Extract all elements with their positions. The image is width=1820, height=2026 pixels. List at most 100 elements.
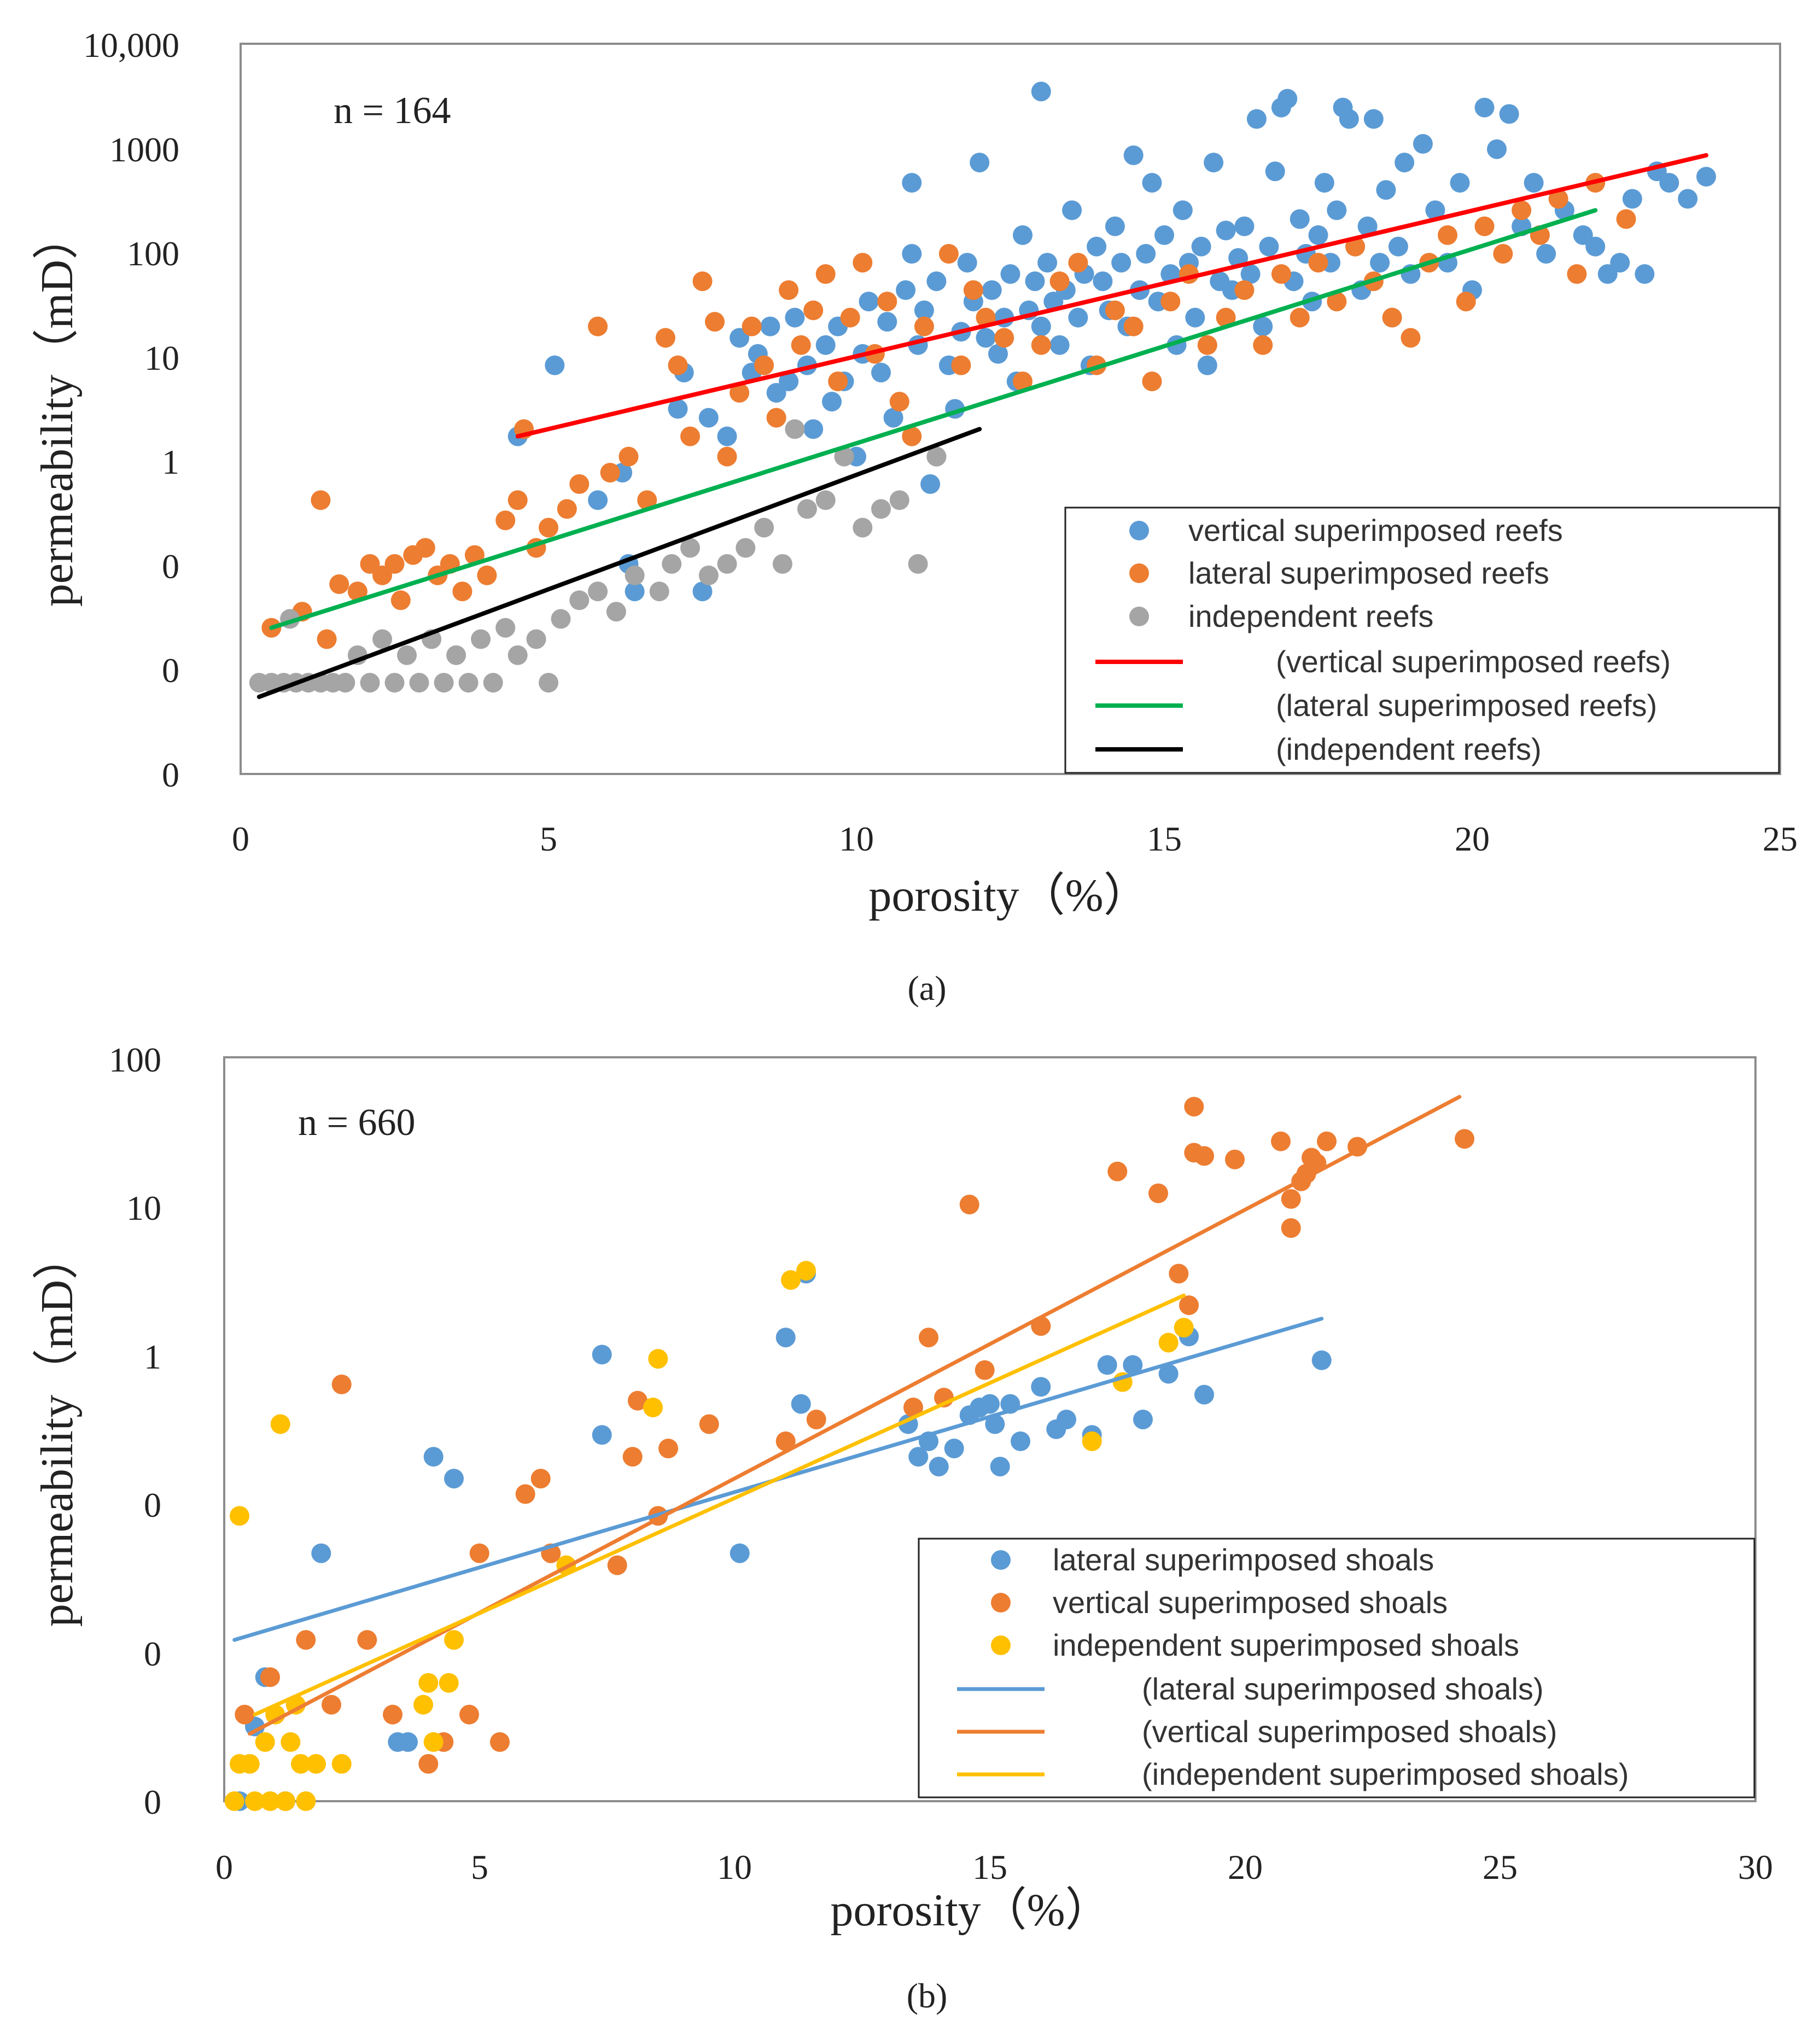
panel-b-point-series-1 xyxy=(1169,1264,1189,1284)
panel-b-point-series-1 xyxy=(1194,1146,1214,1166)
panel-a-point-series-2 xyxy=(834,446,854,467)
panel-a-legend-label-independent: independent reefs xyxy=(1188,599,1433,633)
panel-b-point-series-1 xyxy=(490,1732,510,1752)
panel-a-trendline-0 xyxy=(515,153,1708,439)
panel-a-point-series-1 xyxy=(705,312,725,332)
panel-b-point-series-2 xyxy=(648,1349,668,1369)
panel-a-point-series-2 xyxy=(526,629,546,649)
panel-b-point-series-2 xyxy=(423,1732,444,1752)
panel-b-point-series-1 xyxy=(806,1410,826,1430)
panel-a-point-series-2 xyxy=(434,673,454,693)
panel-b-point-series-2 xyxy=(245,1791,265,1811)
panel-a-point-series-0 xyxy=(970,153,990,173)
panel-a-point-series-0 xyxy=(982,280,1002,300)
panel-a-point-series-0 xyxy=(1474,97,1495,118)
panel-b-legend-fit-label-vertical: (vertical superimposed shoals) xyxy=(1142,1714,1557,1749)
panel-a-point-series-0 xyxy=(1000,264,1020,284)
panel-a-point-series-1 xyxy=(1105,300,1125,321)
panel-a-point-series-2 xyxy=(871,499,891,519)
panel-a-point-series-0 xyxy=(1037,253,1058,273)
panel-a-point-series-0 xyxy=(1191,236,1211,257)
panel-b-caption: (b) xyxy=(907,1976,948,2015)
panel-a-point-series-1 xyxy=(1216,307,1236,328)
panel-b-point-series-2 xyxy=(240,1754,260,1774)
panel-a-point-series-0 xyxy=(1111,253,1131,273)
panel-b-y-tick: 100 xyxy=(109,1040,161,1079)
panel-a-y-tick: 10 xyxy=(144,339,179,377)
panel-b-point-series-0 xyxy=(908,1447,929,1467)
panel-b-point-series-1 xyxy=(357,1630,377,1650)
panel-a-point-series-2 xyxy=(588,581,608,602)
panel-a-point-series-2 xyxy=(797,499,817,519)
panel-a-point-series-0 xyxy=(803,419,824,439)
panel-a-point-series-0 xyxy=(1524,173,1544,193)
panel-a-trendlines xyxy=(256,153,1708,699)
panel-a-point-series-0 xyxy=(1327,200,1347,220)
panel-a-point-series-1 xyxy=(569,474,590,494)
panel-a-point-series-0 xyxy=(1290,209,1310,229)
panel-a-x-tick: 10 xyxy=(839,819,874,858)
panel-b-point-series-2 xyxy=(439,1673,459,1693)
panel-b-point-series-0 xyxy=(592,1425,612,1445)
panel-b-trendline-2 xyxy=(253,1293,1186,1717)
panel-b-point-series-1 xyxy=(919,1328,938,1348)
panel-a-point-series-1 xyxy=(390,590,411,610)
panel-a-point-series-2 xyxy=(372,629,392,649)
panel-b-point-series-0 xyxy=(1097,1355,1117,1375)
panel-b-point-series-1 xyxy=(628,1390,648,1411)
panel-a-point-series-2 xyxy=(717,554,737,574)
panel-b-point-series-1 xyxy=(515,1484,535,1504)
panel-b-point-series-2 xyxy=(781,1270,801,1290)
panel-a-point-series-2 xyxy=(649,581,669,602)
panel-b-point-series-0 xyxy=(985,1414,1005,1434)
panel-a-point-series-2 xyxy=(569,590,590,610)
panel-a-point-series-1 xyxy=(1049,271,1070,292)
panel-b-point-series-2 xyxy=(291,1754,311,1774)
panel-a-point-series-0 xyxy=(926,271,947,292)
panel-a-y-axis-label: permeability（mD） xyxy=(32,214,83,607)
panel-b-point-series-2 xyxy=(270,1414,290,1434)
panel-b-legend-fit-label-lateral: (lateral superimposed shoals) xyxy=(1142,1672,1544,1706)
panel-a-y-tick: 10,000 xyxy=(83,26,179,65)
panel-b-point-series-1 xyxy=(1281,1218,1301,1238)
panel-a-point-series-0 xyxy=(1487,139,1507,159)
panel-a-point-series-1 xyxy=(779,280,799,300)
panel-a-point-series-1 xyxy=(495,510,516,531)
panel-b-point-series-0 xyxy=(1158,1364,1179,1384)
panel-b-legend-marker-vertical xyxy=(991,1593,1011,1612)
panel-a-point-series-0 xyxy=(1093,271,1113,292)
panel-a-point-series-1 xyxy=(766,407,786,428)
panel-a-point-series-0 xyxy=(988,344,1008,364)
panel-b-point-series-0 xyxy=(775,1328,796,1348)
panel-b-point-series-1 xyxy=(1455,1129,1474,1149)
panel-a-x-ticks: 0 5 10 15 20 25 xyxy=(232,819,1798,858)
panel-b-point-series-0 xyxy=(398,1732,418,1752)
panel-a-point-series-2 xyxy=(446,645,466,665)
panel-a-x-tick: 25 xyxy=(1763,819,1798,858)
panel-a-point-series-0 xyxy=(1123,145,1144,165)
panel-b-point-series-1 xyxy=(959,1195,979,1215)
panel-a-point-series-1 xyxy=(889,392,909,412)
panel-b-point-series-1 xyxy=(322,1695,341,1715)
panel-a-point-series-1 xyxy=(600,463,620,483)
panel-a-point-series-0 xyxy=(815,335,836,355)
panel-a-point-series-2 xyxy=(495,618,516,638)
panel-a-point-series-2 xyxy=(736,538,756,558)
panel-a-point-series-0 xyxy=(1087,236,1107,257)
panel-a-point-series-1 xyxy=(1308,253,1328,273)
panel-a-y-tick: 0 xyxy=(162,547,179,586)
panel-b-point-series-1 xyxy=(1148,1183,1168,1203)
panel-a-point-series-0 xyxy=(1068,307,1088,328)
panel-a-point-series-0 xyxy=(920,474,941,494)
panel-b-x-tick: 25 xyxy=(1483,1848,1518,1887)
panel-a-x-tick: 5 xyxy=(540,819,557,858)
panel-b-point-series-1 xyxy=(296,1630,316,1650)
panel-b-legend-box xyxy=(918,1538,1755,1798)
panel-a-y-tick: 0 xyxy=(162,651,179,690)
panel-b-point-series-1 xyxy=(1184,1097,1204,1117)
panel-a-trendline-2 xyxy=(256,427,982,699)
panel-b-point-series-1 xyxy=(1281,1189,1301,1209)
panel-a-point-series-0 xyxy=(1204,153,1224,173)
panel-a-point-series-0 xyxy=(1197,355,1217,375)
panel-a-point-series-0 xyxy=(692,581,713,602)
